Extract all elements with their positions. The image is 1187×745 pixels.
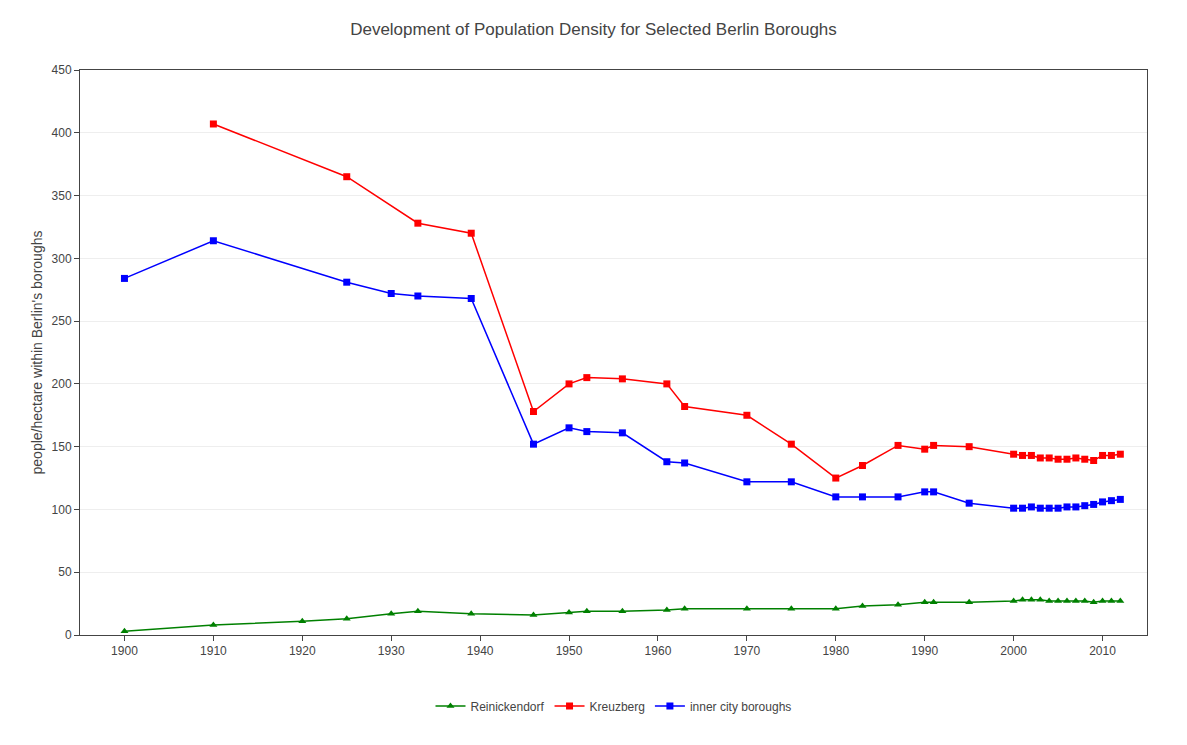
- svg-text:1990: 1990: [911, 644, 938, 658]
- svg-text:2000: 2000: [1000, 644, 1027, 658]
- svg-text:1940: 1940: [467, 644, 494, 658]
- svg-text:2010: 2010: [1089, 644, 1116, 658]
- svg-text:Reinickendorf: Reinickendorf: [471, 700, 545, 714]
- svg-text:150: 150: [52, 440, 72, 454]
- svg-text:1960: 1960: [645, 644, 672, 658]
- svg-text:1900: 1900: [111, 644, 138, 658]
- svg-text:100: 100: [52, 503, 72, 517]
- svg-text:people/hectare within Berlin's: people/hectare within Berlin's boroughs: [29, 231, 45, 475]
- svg-text:400: 400: [52, 126, 72, 140]
- svg-text:350: 350: [52, 189, 72, 203]
- svg-text:inner city boroughs: inner city boroughs: [690, 700, 791, 714]
- svg-text:250: 250: [52, 314, 72, 328]
- svg-text:1910: 1910: [200, 644, 227, 658]
- svg-text:1970: 1970: [734, 644, 761, 658]
- svg-text:300: 300: [52, 252, 72, 266]
- svg-text:0: 0: [65, 628, 72, 642]
- svg-text:Kreuzberg: Kreuzberg: [590, 700, 645, 714]
- svg-text:1980: 1980: [822, 644, 849, 658]
- svg-text:200: 200: [52, 377, 72, 391]
- svg-text:1950: 1950: [556, 644, 583, 658]
- svg-text:1930: 1930: [378, 644, 405, 658]
- svg-text:Development of Population Dens: Development of Population Density for Se…: [350, 20, 837, 39]
- svg-text:450: 450: [52, 63, 72, 77]
- svg-text:50: 50: [58, 565, 72, 579]
- svg-text:1920: 1920: [289, 644, 316, 658]
